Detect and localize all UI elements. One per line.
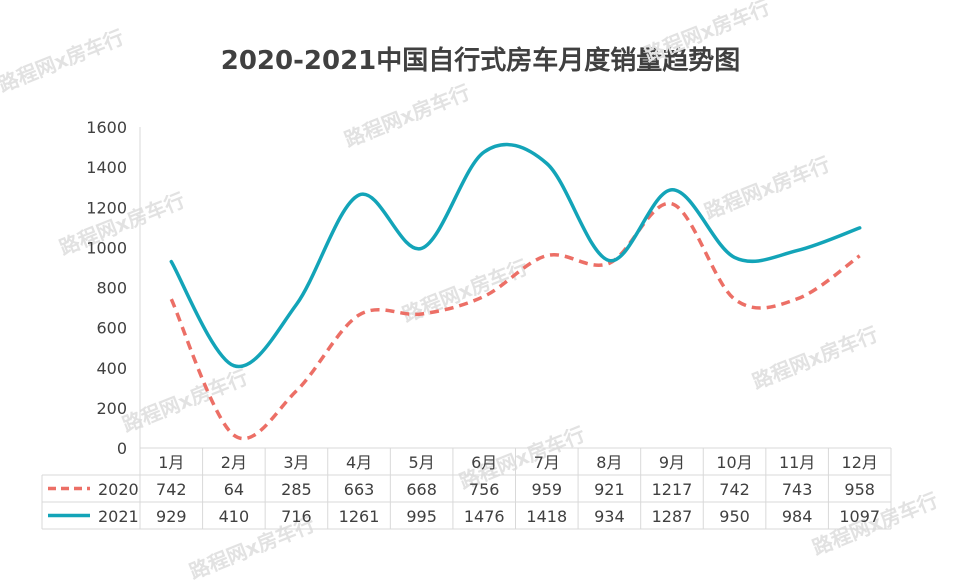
data-label: 1476 [464, 507, 505, 526]
data-label: 756 [469, 480, 500, 499]
data-label: 64 [224, 480, 244, 499]
x-tick-label: 11月 [779, 453, 815, 472]
data-label: 410 [219, 507, 250, 526]
data-label: 742 [719, 480, 750, 499]
data-label: 668 [406, 480, 437, 499]
data-label: 285 [281, 480, 312, 499]
series-lines [169, 142, 862, 441]
data-label: 1217 [652, 480, 693, 499]
x-tick-label: 2月 [221, 453, 247, 472]
data-label: 742 [156, 480, 187, 499]
y-tick-label: 0 [117, 439, 127, 458]
data-label: 716 [281, 507, 312, 526]
data-label: 1287 [652, 507, 693, 526]
y-tick-label: 1600 [86, 118, 127, 137]
data-label: 950 [719, 507, 750, 526]
data-label: 934 [594, 507, 625, 526]
series-line-2021 [169, 142, 862, 369]
x-tick-label: 6月 [471, 453, 497, 472]
y-tick-label: 400 [96, 359, 127, 378]
x-tick-label: 8月 [596, 453, 622, 472]
legend-label: 2021 [98, 507, 139, 526]
data-table: 1月 2月 3月 4月 5月 6月 7月 8月 9月 10月 11月 12月 2020 742 64 285 6… [41, 447, 892, 530]
data-label: 984 [782, 507, 813, 526]
data-label: 995 [406, 507, 437, 526]
y-tick-label: 800 [96, 279, 127, 298]
data-label: 1097 [839, 507, 880, 526]
data-label: 1418 [526, 507, 567, 526]
y-tick-label: 1200 [86, 198, 127, 217]
data-label: 921 [594, 480, 625, 499]
series-line-2020 [169, 201, 861, 441]
x-tick-label: 5月 [409, 453, 435, 472]
x-tick-label: 9月 [659, 453, 685, 472]
x-tick-label: 1月 [158, 453, 184, 472]
legend-label: 2020 [98, 480, 139, 499]
line-chart: 0 200 400 600 800 1000 1200 1400 1600 1月 2月 3月 4月 5月… [41, 118, 892, 530]
x-tick-label: 10月 [716, 453, 752, 472]
y-tick-label: 200 [96, 399, 127, 418]
data-label: 958 [844, 480, 875, 499]
y-tick-label: 1400 [86, 158, 127, 177]
y-tick-label: 600 [96, 319, 127, 338]
data-label: 959 [532, 480, 563, 499]
x-tick-label: 4月 [346, 453, 372, 472]
x-tick-label: 12月 [842, 453, 878, 472]
x-tick-label: 7月 [534, 453, 560, 472]
y-axis: 0 200 400 600 800 1000 1200 1400 1600 [86, 118, 141, 458]
y-tick-label: 1000 [86, 238, 127, 257]
chart-title: 2020-2021中国自行式房车月度销量趋势图 [220, 46, 741, 76]
data-label: 663 [344, 480, 375, 499]
data-label: 1261 [339, 507, 380, 526]
data-label: 743 [782, 480, 813, 499]
x-tick-label: 3月 [283, 453, 309, 472]
data-label: 929 [156, 507, 187, 526]
